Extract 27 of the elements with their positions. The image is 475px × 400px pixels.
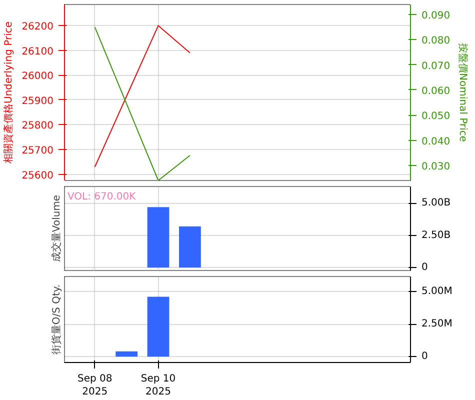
y-tick-label: 2.50B [422,230,451,241]
y2-tick-label: 0.030 [422,161,450,172]
y-axis-title: 相關資產價格Underlying Price [2,21,15,164]
y-tick-label: 25700 [22,146,54,157]
y2-tick-label: 0.070 [422,60,450,72]
y-tick-label: 26100 [22,46,54,58]
y2-tick-label: 0.090 [422,10,450,22]
x-tick-label: Sep 08 2025 [78,374,112,398]
y-tick-label: 2.50M [422,318,452,330]
y-tick-label: 26200 [22,22,54,33]
y-axis-title: 街貨量O/S Qty. [50,284,62,355]
y-tick-label: 25800 [22,120,54,132]
y-tick-label: 0 [422,351,428,362]
y2-axis-title: 按盤價Nominal Price [457,43,470,142]
y-tick-label: 5.00B [422,198,451,209]
y-tick-label: 25900 [22,96,54,107]
y-tick-label: 5.00M [422,286,452,297]
y2-tick-label: 0.040 [422,136,450,148]
y-tick-label: 0 [422,262,428,274]
y2-tick-label: 0.060 [422,86,450,97]
y-tick-label: 26000 [22,71,54,82]
y2-tick-label: 0.050 [422,111,450,122]
x-tick-label: Sep 10 2025 [140,374,176,398]
annotation: VOL: 670.00K [68,192,136,202]
y-tick-label: 25600 [22,170,54,182]
y2-tick-label: 0.080 [422,36,450,47]
y-axis-title: 成交量Volume [50,194,62,262]
